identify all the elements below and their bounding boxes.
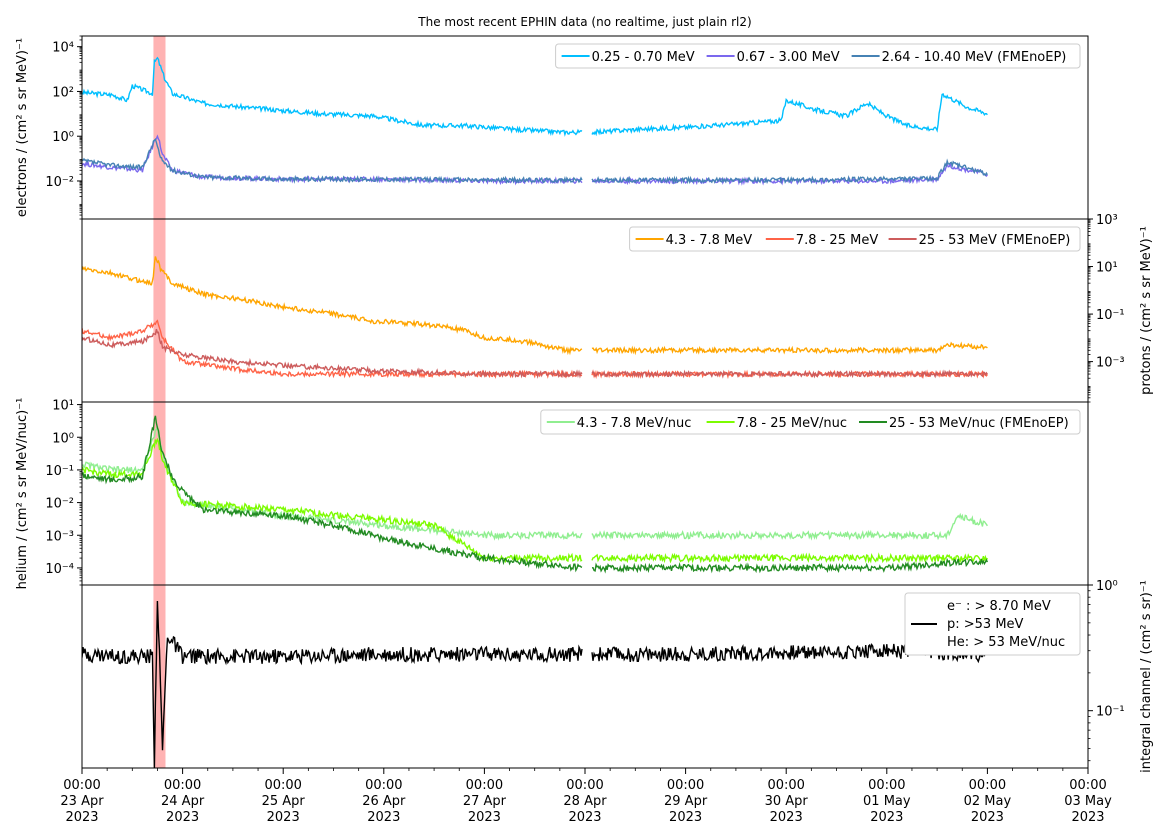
x-tick-label: 03 May — [1064, 794, 1112, 809]
x-tick-label: 2023 — [971, 810, 1004, 825]
x-tick-label: 2023 — [65, 810, 98, 825]
x-tick-label: 2023 — [267, 810, 300, 825]
legend-box — [555, 43, 1081, 69]
x-tick-label: 29 Apr — [664, 794, 708, 809]
series-line-helium-2 — [82, 415, 989, 574]
legend: 0.25 - 0.70 MeV 0.67 - 3.00 MeV 2.64 - 10.… — [555, 43, 1081, 69]
series-line-helium-0 — [82, 425, 988, 541]
x-tick-label: 30 Apr — [765, 794, 809, 809]
legend: e⁻ : > 8.70 MeV p: >53 MeV He: > 53 MeV/nu… — [904, 592, 1081, 656]
x-tick-label: 2023 — [367, 810, 400, 825]
x-tick-label: 00:00 — [63, 778, 100, 793]
highlight-band — [153, 219, 166, 402]
x-tick-label: 2023 — [468, 810, 501, 825]
y-axis-label: helium / (cm² s sr MeV/nuc)⁻¹ — [15, 398, 30, 590]
y-tick-label: 10² — [52, 85, 74, 100]
x-tick-label: 00:00 — [667, 778, 704, 793]
plot-area — [82, 402, 989, 585]
x-tick-label: 24 Apr — [161, 794, 205, 809]
highlight-band — [153, 36, 166, 219]
x-tick-label: 2023 — [166, 810, 199, 825]
legend-label: 4.3 - 7.8 MeV — [666, 233, 753, 248]
y-tick-label: 10¹ — [52, 399, 74, 414]
y-axis-label: electrons / (cm² s sr MeV)⁻¹ — [15, 38, 30, 217]
legend-box — [904, 592, 1081, 656]
x-tick-label: 2023 — [1071, 810, 1104, 825]
legend-label: 25 - 53 MeV (FMEnoEP) — [919, 233, 1071, 248]
legend-label: p: >53 MeV — [947, 617, 1024, 632]
y-tick-label: 10⁻¹ — [45, 464, 74, 479]
x-tick-label: 2023 — [870, 810, 903, 825]
series-line-electrons-2 — [82, 137, 988, 185]
panel-integral: 10⁰ 10⁻¹ integral channel / (cm² s sr)⁻¹ e⁻… — [81, 579, 1154, 773]
x-tick-label: 00:00 — [365, 778, 402, 793]
y-tick-label: 10⁰ — [52, 431, 74, 446]
legend-label: He: > 53 MeV/nuc — [947, 635, 1065, 650]
series-line-protons-0 — [82, 256, 988, 356]
x-tick-label: 27 Apr — [463, 794, 507, 809]
y-tick-label: 10⁻⁴ — [45, 562, 74, 577]
x-tick-label: 2023 — [568, 810, 601, 825]
legend-label: 0.25 - 0.70 MeV — [592, 50, 695, 65]
x-tick-label: 00:00 — [969, 778, 1006, 793]
x-tick-label: 00:00 — [868, 778, 905, 793]
x-tick-label: 00:00 — [264, 778, 301, 793]
legend-label: e⁻ : > 8.70 MeV — [947, 599, 1051, 614]
legend-label: 2.64 - 10.40 MeV (FMEnoEP) — [882, 50, 1067, 65]
x-tick-label: 02 May — [964, 794, 1012, 809]
y-tick-label: 10⁴ — [52, 41, 74, 56]
y-tick-label: 10⁻² — [45, 175, 74, 190]
series-line-electrons-0 — [82, 56, 988, 137]
panel-electrons: 10⁴ 10² 10⁰ 10⁻² electrons / (cm² s sr MeV)⁻… — [15, 35, 1089, 220]
figure-title: The most recent EPHIN data (no realtime,… — [417, 15, 751, 29]
legend-label: 4.3 - 7.8 MeV/nuc — [577, 416, 692, 431]
x-tick-label: 00:00 — [767, 778, 804, 793]
x-tick-label: 01 May — [863, 794, 911, 809]
legend-label: 7.8 - 25 MeV/nuc — [737, 416, 847, 431]
y-tick-label: 10⁰ — [1096, 579, 1118, 594]
legend-label: 0.67 - 3.00 MeV — [737, 50, 840, 65]
x-tick-label: 2023 — [669, 810, 702, 825]
legend: 4.3 - 7.8 MeV/nuc 7.8 - 25 MeV/nuc 25 - 53… — [540, 409, 1081, 435]
y-tick-label: 10⁻¹ — [1096, 705, 1125, 720]
series-line-protons-2 — [82, 328, 988, 379]
y-tick-label: 10⁻³ — [1096, 356, 1125, 371]
y-tick-label: 10³ — [1096, 213, 1118, 228]
x-tick-label: 25 Apr — [262, 794, 306, 809]
y-tick-label: 10⁻² — [45, 497, 74, 512]
x-tick-label: 00:00 — [164, 778, 201, 793]
y-tick-label: 10⁰ — [52, 130, 74, 145]
y-tick-label: 10⁻³ — [45, 529, 74, 544]
x-tick-label: 2023 — [770, 810, 803, 825]
x-tick-label: 00:00 — [566, 778, 603, 793]
legend-box — [540, 409, 1081, 435]
x-tick-label: 23 Apr — [60, 794, 104, 809]
legend-label: 25 - 53 MeV/nuc (FMEnoEP) — [889, 416, 1069, 431]
x-tick-label: 28 Apr — [563, 794, 607, 809]
y-axis-label: protons / (cm² s sr MeV)⁻¹ — [1139, 226, 1154, 395]
legend-box — [629, 226, 1081, 252]
panel-protons: 10³ 10¹ 10⁻¹ 10⁻³ protons / (cm² s sr MeV)⁻¹… — [81, 213, 1154, 403]
x-tick-label: 00:00 — [466, 778, 503, 793]
y-axis-label: integral channel / (cm² s sr)⁻¹ — [1139, 580, 1154, 773]
panel-helium: 10¹ 10⁰ 10⁻¹ 10⁻² 10⁻³ 10⁻⁴ helium / (cm² s sr… — [15, 398, 1089, 590]
x-tick-label: 00:00 — [1069, 778, 1106, 793]
plot-area — [82, 36, 988, 219]
x-tick-label: 26 Apr — [362, 794, 406, 809]
y-tick-label: 10⁻¹ — [1096, 308, 1125, 323]
plot-area — [82, 219, 988, 402]
legend: 4.3 - 7.8 MeV 7.8 - 25 MeV 25 - 53 MeV (FM… — [629, 226, 1081, 252]
plot-area — [82, 585, 989, 768]
y-tick-label: 10¹ — [1096, 261, 1118, 276]
highlight-band — [153, 402, 166, 585]
legend-label: 7.8 - 25 MeV — [796, 233, 879, 248]
